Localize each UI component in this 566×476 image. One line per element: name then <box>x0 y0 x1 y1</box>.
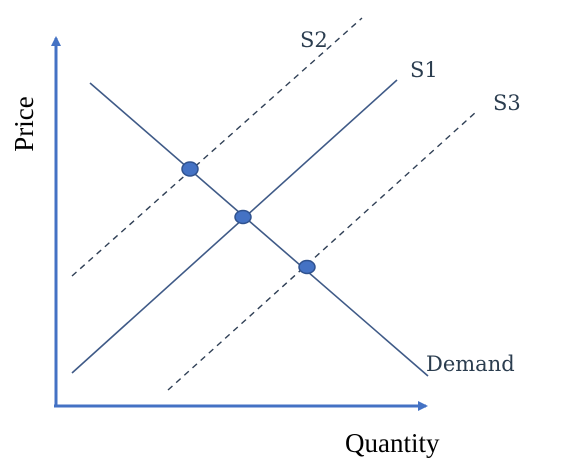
s1-label: S1 <box>410 58 438 82</box>
demand-curve <box>89 82 429 377</box>
demand-label: Demand <box>426 352 515 376</box>
supply-curve-s3 <box>167 111 477 391</box>
supply-curve-s1 <box>71 79 398 374</box>
equilibrium-point-s2 <box>181 161 199 177</box>
equilibrium-point-s3 <box>298 259 316 275</box>
s3-label: S3 <box>493 91 521 115</box>
y-axis-label: Price <box>9 96 39 151</box>
supply-curve-s2 <box>71 17 363 277</box>
equilibrium-point-s1 <box>234 209 252 225</box>
x-axis-label: Quantity <box>345 428 440 458</box>
s2-label: S2 <box>300 28 328 52</box>
